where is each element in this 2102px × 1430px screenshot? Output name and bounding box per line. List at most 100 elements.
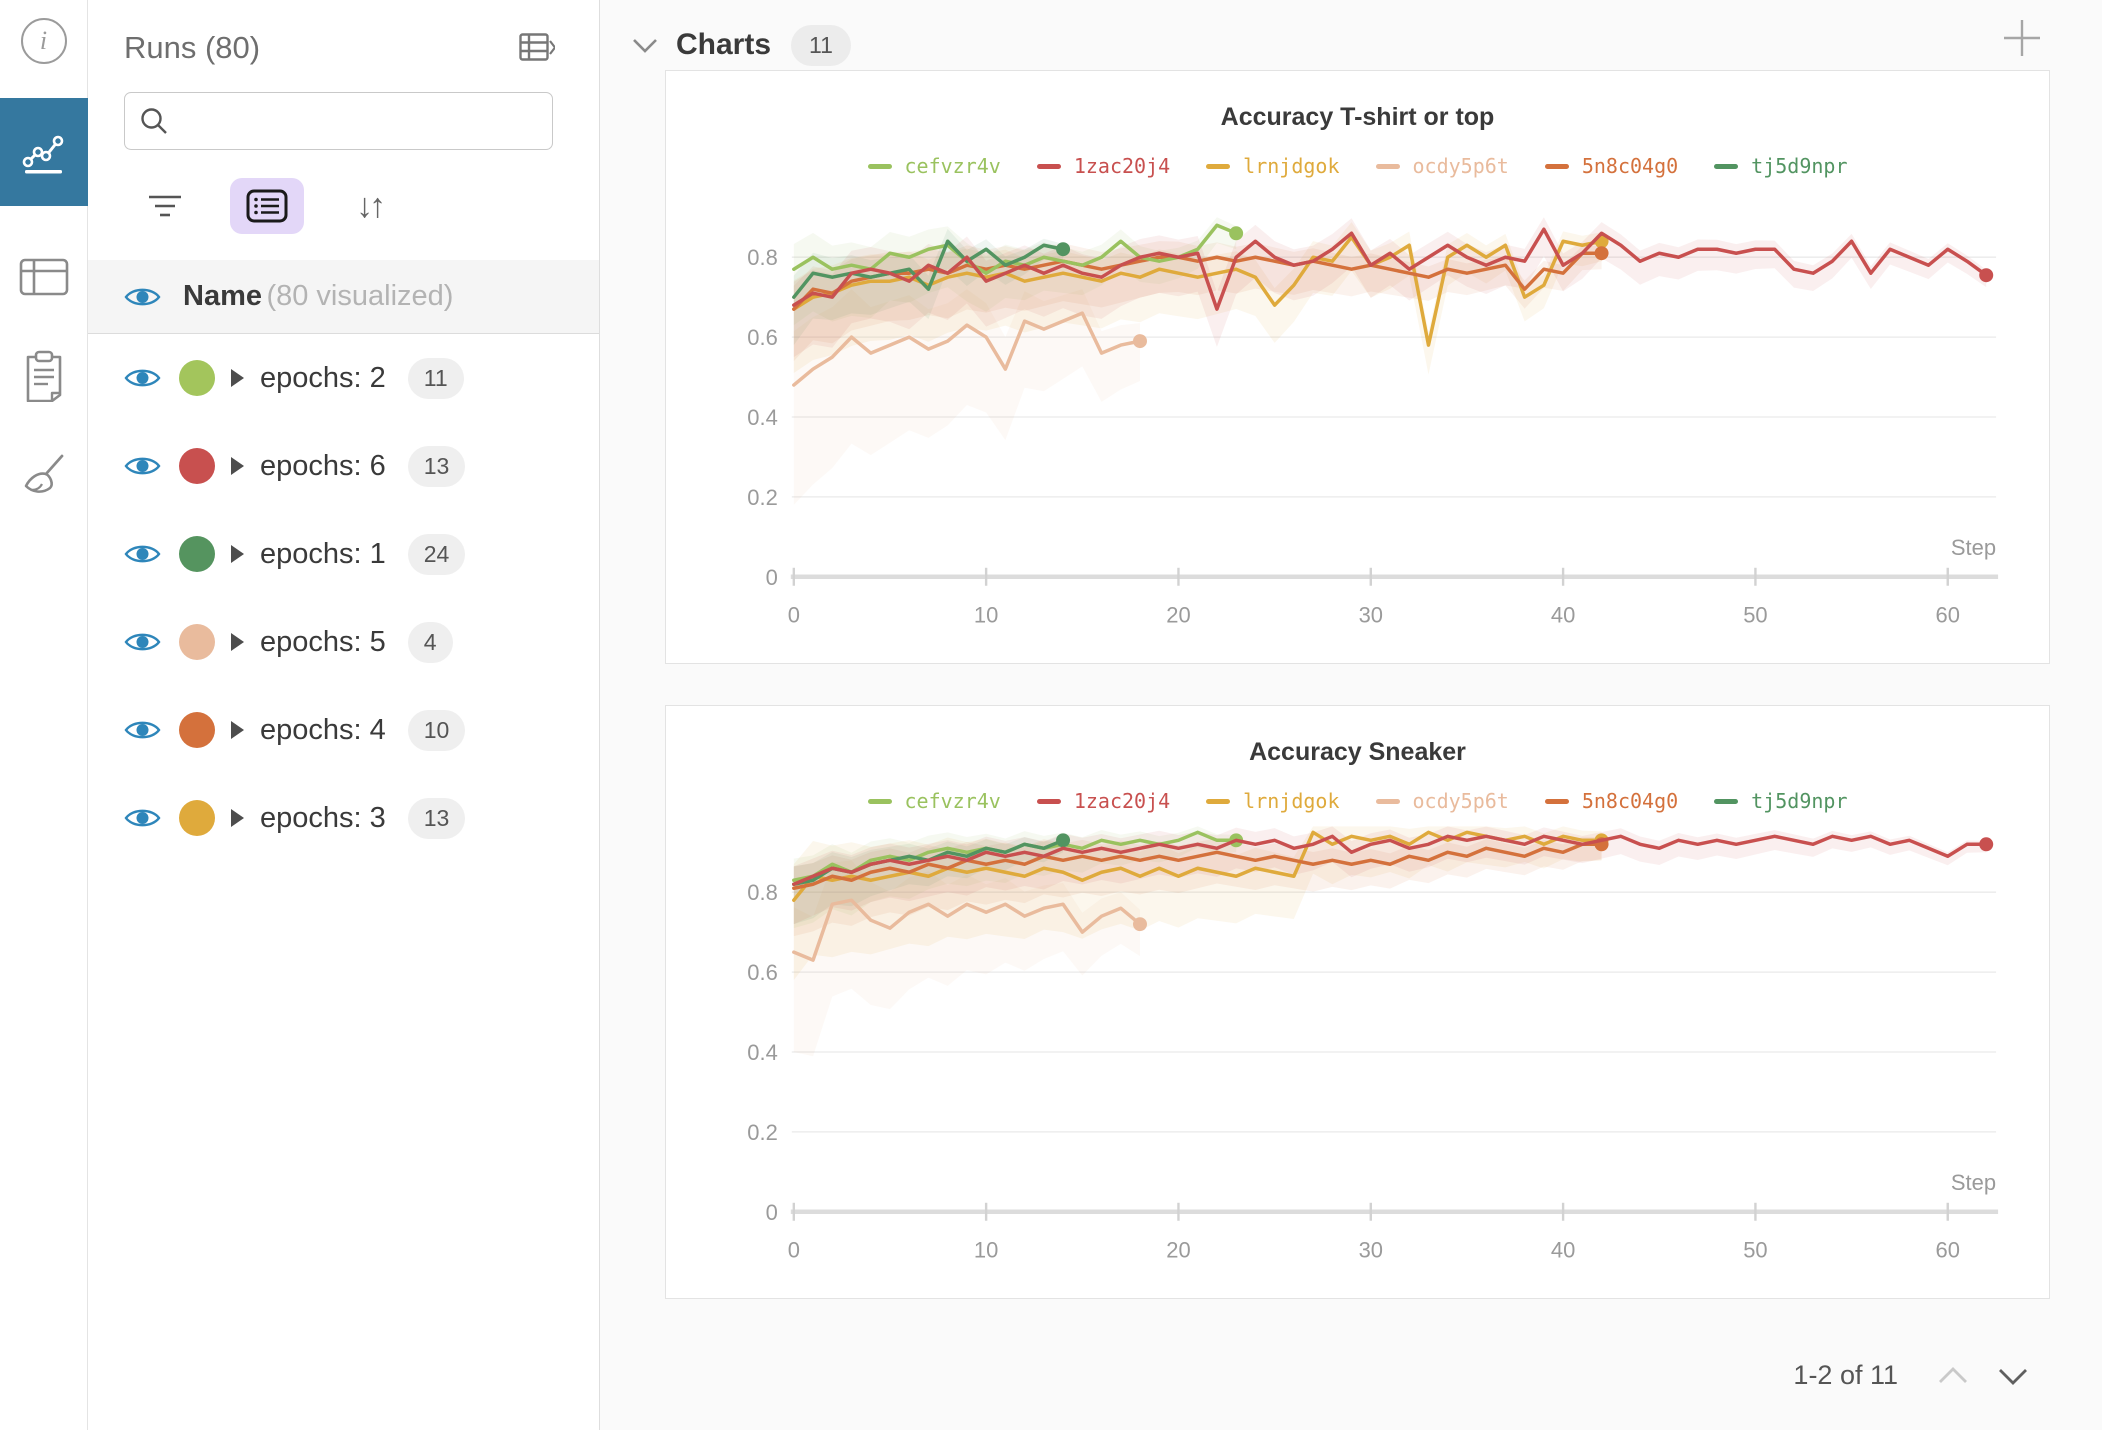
chevron-down-icon — [1999, 1368, 2027, 1385]
y-tick-label: 0.8 — [747, 880, 778, 905]
expand-caret-icon[interactable] — [231, 545, 244, 563]
legend-run-name: tj5d9npr — [1751, 789, 1848, 813]
runs-sidebar: Runs (80) — [88, 0, 600, 1430]
run-count-badge: 13 — [407, 445, 466, 487]
legend-run-name: 1zac20j4 — [1073, 154, 1171, 178]
legend-run-name: tj5d9npr — [1751, 154, 1848, 178]
legend-run-name: 5n8c04g0 — [1581, 789, 1679, 813]
run-color-dot — [179, 448, 215, 484]
x-tick-label: 30 — [1359, 603, 1383, 628]
x-tick-label: 60 — [1936, 603, 1960, 628]
eye-icon[interactable] — [124, 805, 161, 831]
run-color-dot — [179, 360, 215, 396]
run-group-row[interactable]: epochs: 5 4 — [88, 598, 599, 686]
pagination-prev-button[interactable] — [1936, 1365, 1970, 1387]
name-header-label: Name — [183, 280, 262, 312]
run-group-label: epochs: 1 — [260, 537, 386, 570]
series-band-lrnjdgok — [793, 826, 1602, 981]
brush-nav-icon[interactable] — [0, 432, 88, 520]
eye-icon[interactable] — [124, 541, 161, 567]
expand-caret-icon[interactable] — [231, 809, 244, 827]
expand-caret-icon[interactable] — [231, 633, 244, 651]
eye-icon[interactable] — [124, 453, 161, 479]
legend-run-name: ocdy5p6t — [1412, 154, 1509, 178]
run-group-row[interactable]: epochs: 2 11 — [88, 334, 599, 422]
run-count-badge: 24 — [407, 533, 466, 575]
x-axis-label: Step — [1951, 1170, 1996, 1195]
chart-panel[interactable]: Accuracy T-shirt or top cefvzr4v 1zac20j4… — [665, 70, 2050, 664]
legend-item[interactable]: tj5d9npr — [1714, 789, 1847, 813]
eye-icon[interactable] — [124, 365, 161, 391]
legend-item[interactable]: ocdy5p6t — [1375, 154, 1509, 178]
chevron-up-icon — [1939, 1366, 1967, 1383]
legend-dash-icon — [1714, 163, 1739, 169]
run-color-dot — [179, 624, 215, 660]
expand-caret-icon[interactable] — [231, 457, 244, 475]
run-group-label: epochs: 4 — [260, 713, 386, 746]
run-group-row[interactable]: epochs: 6 13 — [88, 422, 599, 510]
add-panel-button[interactable] — [2000, 16, 2044, 65]
series-line-1zac20j4 — [792, 227, 1988, 311]
pagination-next-button[interactable] — [1996, 1365, 2030, 1387]
brush-icon — [24, 454, 63, 493]
x-tick-label: 10 — [974, 1238, 998, 1263]
runs-panel-title: Runs (80) — [124, 30, 261, 65]
series-end-dot-ocdy5p6t — [1133, 334, 1147, 349]
chart-panel[interactable]: Accuracy Sneaker cefvzr4v 1zac20j4 lrnjdgo… — [665, 705, 2050, 1299]
run-search-input[interactable] — [181, 105, 538, 137]
run-group-row[interactable]: epochs: 1 24 — [88, 510, 599, 598]
series-end-dot-1zac20j4 — [1979, 837, 1994, 852]
expand-caret-icon[interactable] — [231, 369, 244, 387]
legend-run-name: cefvzr4v — [904, 789, 1001, 813]
run-table-icon — [519, 33, 555, 61]
series-end-dot-1zac20j4 — [1979, 268, 1994, 283]
run-group-row[interactable]: epochs: 4 10 — [88, 686, 599, 774]
expand-caret-icon[interactable] — [231, 721, 244, 739]
x-tick-label: 60 — [1936, 1238, 1960, 1263]
filter-button[interactable] — [128, 178, 202, 234]
chart-legend: cefvzr4v 1zac20j4 lrnjdgok ocdy5p6t 5n8c04g0… — [666, 786, 2049, 816]
legend-item[interactable]: 5n8c04g0 — [1544, 154, 1678, 178]
legend-dash-icon — [1375, 798, 1400, 804]
x-tick-label: 0 — [788, 1238, 800, 1263]
series-line-5n8c04g0 — [792, 842, 1604, 890]
legend-item[interactable]: ocdy5p6t — [1375, 789, 1509, 813]
legend-item[interactable]: cefvzr4v — [867, 789, 1001, 813]
sort-button[interactable]: ↓↑ — [332, 178, 406, 234]
legend-item[interactable]: tj5d9npr — [1714, 154, 1847, 178]
legend-item[interactable]: lrnjdgok — [1206, 154, 1340, 178]
visualized-count-label: (80 visualized) — [266, 280, 454, 312]
clipboard-nav-icon[interactable] — [0, 332, 88, 420]
legend-dash-icon — [1206, 798, 1231, 804]
x-tick-label: 30 — [1359, 1238, 1383, 1263]
collapse-chevron-icon[interactable] — [630, 35, 660, 55]
legend-item[interactable]: lrnjdgok — [1206, 789, 1340, 813]
eye-icon[interactable] — [124, 284, 161, 310]
table-nav-icon[interactable] — [0, 234, 88, 322]
group-list-button[interactable] — [230, 178, 304, 234]
legend-item[interactable]: 1zac20j4 — [1036, 154, 1171, 178]
legend-dash-icon — [1544, 798, 1569, 804]
run-search-box — [124, 92, 553, 150]
chart-title: Accuracy T-shirt or top — [1220, 103, 1495, 131]
run-name-header-row[interactable]: Name (80 visualized) — [88, 260, 599, 334]
legend-dash-icon — [1036, 163, 1061, 169]
run-group-row[interactable]: epochs: 3 13 — [88, 774, 599, 862]
chart-legend: cefvzr4v 1zac20j4 lrnjdgok ocdy5p6t 5n8c04g0… — [666, 151, 2049, 181]
eye-icon[interactable] — [124, 717, 161, 743]
run-color-dot — [179, 712, 215, 748]
run-group-label: epochs: 5 — [260, 625, 386, 658]
x-tick-label: 20 — [1166, 1238, 1190, 1263]
legend-run-name: lrnjdgok — [1243, 154, 1340, 178]
legend-item[interactable]: cefvzr4v — [867, 154, 1001, 178]
legend-run-name: 1zac20j4 — [1073, 789, 1171, 813]
list-icon — [246, 189, 288, 223]
legend-item[interactable]: 1zac20j4 — [1036, 789, 1171, 813]
eye-icon[interactable] — [124, 629, 161, 655]
series-end-dot-cefvzr4v — [1229, 226, 1244, 241]
info-icon[interactable]: i — [0, 6, 88, 76]
expand-table-button[interactable] — [519, 33, 555, 63]
line-chart-nav-icon[interactable] — [0, 98, 88, 206]
legend-item[interactable]: 5n8c04g0 — [1544, 789, 1679, 813]
series-band-ocdy5p6t — [793, 289, 1140, 505]
